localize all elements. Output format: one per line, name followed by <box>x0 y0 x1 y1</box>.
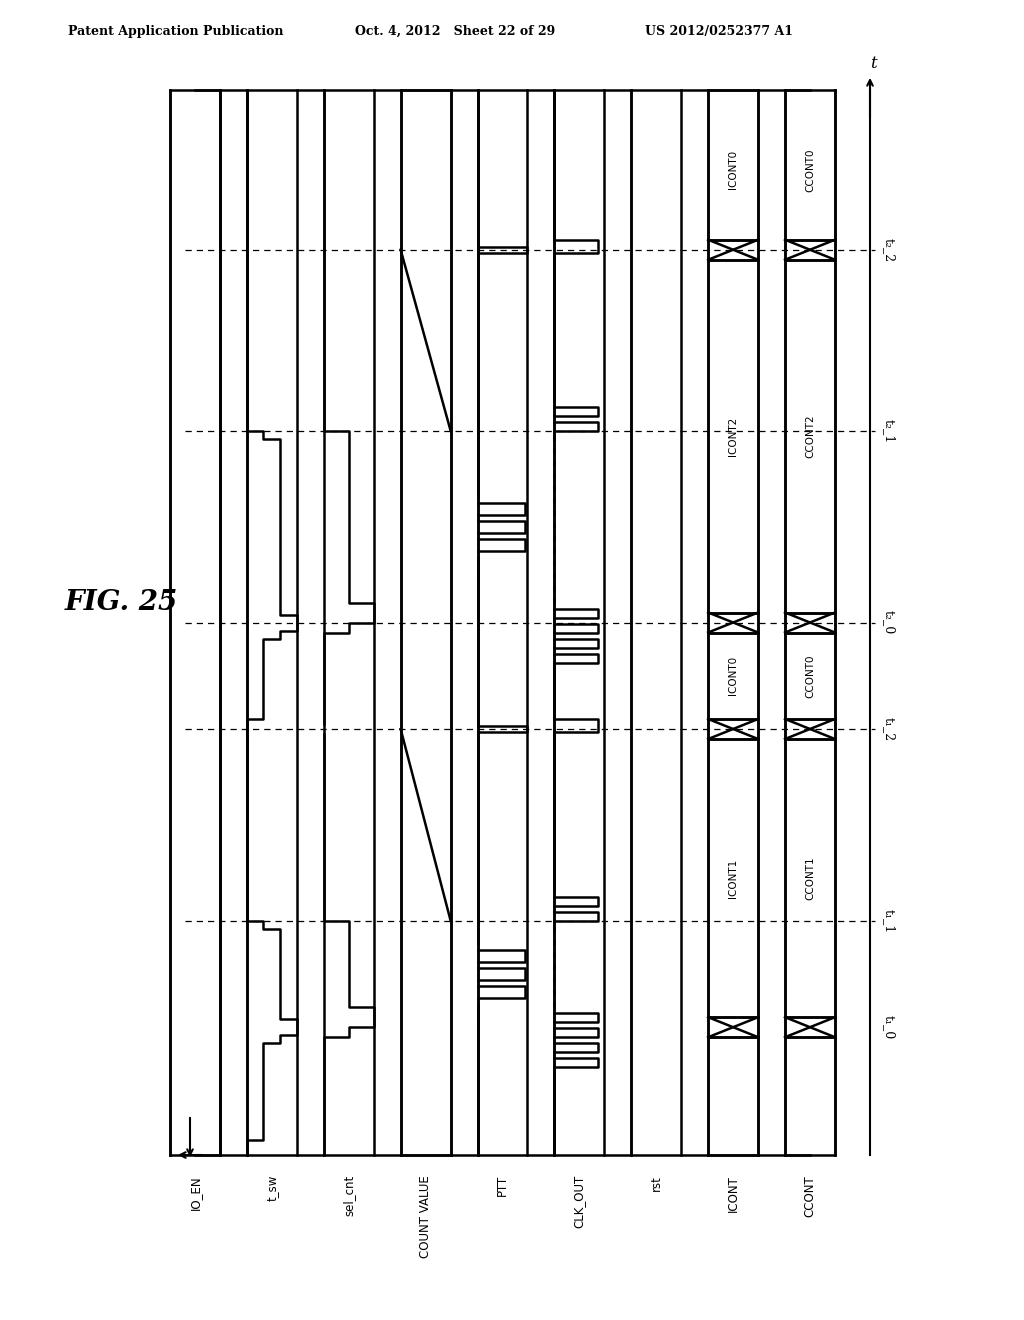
Text: ICONT: ICONT <box>727 1175 739 1212</box>
Text: CCONT0: CCONT0 <box>805 653 815 697</box>
Text: rst: rst <box>650 1175 663 1191</box>
Text: ICONT2: ICONT2 <box>728 417 738 455</box>
Text: ICONT1: ICONT1 <box>728 858 738 898</box>
Text: CCONT0: CCONT0 <box>805 148 815 191</box>
Text: PTT: PTT <box>496 1175 509 1196</box>
Text: t_sw: t_sw <box>265 1175 279 1201</box>
Text: t₁_2: t₁_2 <box>882 717 895 741</box>
Text: CCONT2: CCONT2 <box>805 414 815 458</box>
Text: ICONT0: ICONT0 <box>728 656 738 696</box>
Text: ICONT0: ICONT0 <box>728 150 738 190</box>
Text: CLK_OUT: CLK_OUT <box>572 1175 586 1228</box>
Text: IO_EN: IO_EN <box>188 1175 202 1209</box>
Text: t₁_0: t₁_0 <box>882 1015 895 1039</box>
Text: Oct. 4, 2012   Sheet 22 of 29: Oct. 4, 2012 Sheet 22 of 29 <box>355 25 555 38</box>
Text: sel_cnt: sel_cnt <box>342 1175 355 1216</box>
Text: t₁_1: t₁_1 <box>882 908 895 933</box>
Text: COUNT VALUE: COUNT VALUE <box>419 1175 432 1258</box>
Text: t₂_0: t₂_0 <box>882 610 895 635</box>
Text: t₂_1: t₂_1 <box>882 418 895 444</box>
Text: CCONT1: CCONT1 <box>805 857 815 900</box>
Text: FIG. 25: FIG. 25 <box>65 589 178 616</box>
Text: US 2012/0252377 A1: US 2012/0252377 A1 <box>645 25 793 38</box>
Text: Patent Application Publication: Patent Application Publication <box>68 25 284 38</box>
Text: t₂_2: t₂_2 <box>882 238 895 261</box>
Text: CCONT: CCONT <box>804 1175 816 1217</box>
Text: t: t <box>869 55 877 73</box>
